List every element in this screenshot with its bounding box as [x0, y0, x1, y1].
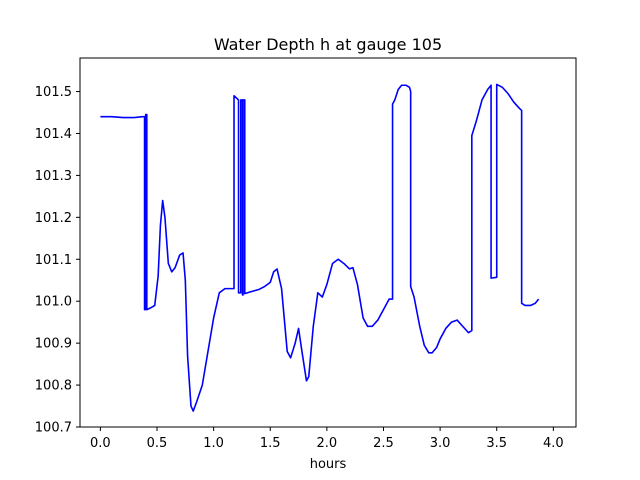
x-tick-label: 2.0: [317, 436, 338, 451]
x-tick-label: 3.5: [486, 436, 507, 451]
chart-title: Water Depth h at gauge 105: [214, 35, 442, 54]
y-tick-label: 101.4: [35, 127, 72, 142]
y-tick-label: 100.7: [35, 421, 72, 436]
x-axis: 0.0 0.5 1.0 1.5 2.0 2.5 3.0 3.5 4.0: [90, 427, 564, 451]
x-tick-label: 3.0: [430, 436, 451, 451]
x-axis-label: hours: [310, 457, 347, 472]
y-tick-label: 101.2: [35, 211, 72, 226]
y-tick-label: 101.0: [35, 295, 72, 310]
plot-frame: [79, 57, 577, 428]
series-layer: [100, 83, 540, 412]
x-tick-label: 2.5: [373, 436, 394, 451]
y-tick-label: 101.1: [35, 253, 72, 268]
x-tick-label: 0.5: [147, 436, 168, 451]
series-line: [100, 83, 540, 412]
y-tick-label: 101.3: [35, 169, 72, 184]
y-axis: 100.7 100.8 100.9 101.0 101.1 101.2 101.3 101.4…: [35, 85, 80, 436]
y-tick-label: 100.9: [35, 337, 72, 352]
y-tick-label: 100.8: [35, 379, 72, 394]
y-tick-label: 101.5: [35, 85, 72, 100]
x-tick-label: 0.0: [90, 436, 111, 451]
x-tick-label: 1.5: [260, 436, 281, 451]
x-tick-label: 1.0: [203, 436, 224, 451]
x-tick-label: 4.0: [543, 436, 564, 451]
